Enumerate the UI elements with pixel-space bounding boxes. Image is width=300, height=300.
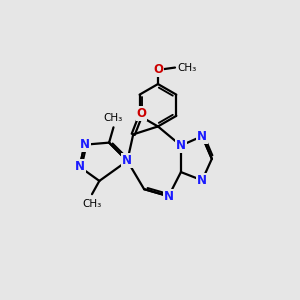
Text: N: N: [80, 138, 90, 151]
Text: CH₃: CH₃: [104, 113, 123, 123]
Text: N: N: [197, 130, 207, 143]
Text: N: N: [122, 154, 132, 167]
Text: O: O: [136, 107, 146, 120]
Text: N: N: [197, 174, 207, 187]
Text: N: N: [176, 139, 186, 152]
Text: CH₃: CH₃: [82, 199, 102, 208]
Text: O: O: [153, 63, 163, 76]
Text: CH₃: CH₃: [177, 63, 196, 73]
Text: N: N: [75, 160, 85, 173]
Text: N: N: [164, 190, 174, 203]
